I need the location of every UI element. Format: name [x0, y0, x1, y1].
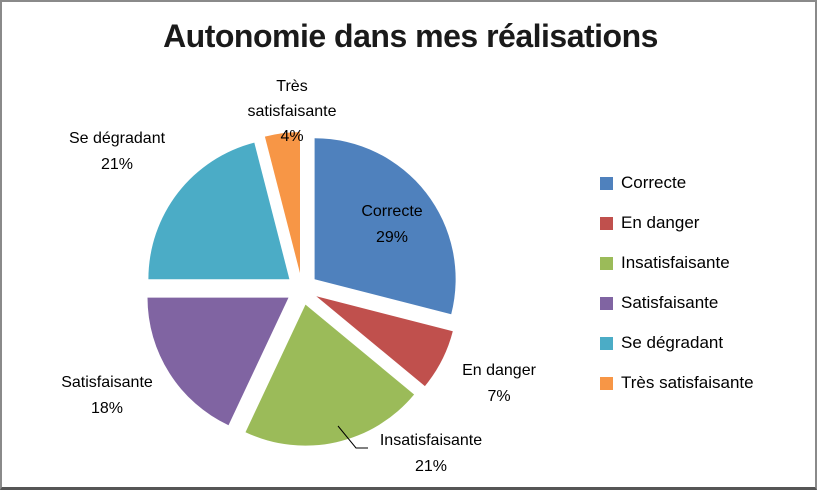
data-label-percent: 7% [487, 388, 511, 405]
leader-line-insatisfaisante [337, 425, 368, 449]
legend-item-en-danger[interactable]: En danger [600, 203, 754, 243]
legend-label: En danger [621, 213, 700, 232]
chart-legend: Correcte En danger Insatisfaisante Satisfai… [600, 163, 754, 403]
data-label-satisfaisante: Satisfaisante 18% [7, 370, 207, 422]
data-label-se-degradant: Se dégradant 21% [17, 126, 217, 178]
legend-item-insatisfaisante[interactable]: Insatisfaisante [600, 243, 754, 283]
legend-swatch-icon [600, 336, 613, 350]
data-label-percent: 18% [90, 400, 124, 417]
data-label-correcte: Correcte 29% [292, 199, 492, 251]
legend-item-correcte[interactable]: Correcte [600, 163, 754, 203]
data-label-percent: 4% [280, 128, 304, 145]
pie-slice-satisfaisante[interactable] [147, 297, 289, 426]
data-label-percent: 21% [100, 156, 134, 173]
chart-title: Autonomie dans mes réalisations [163, 18, 658, 54]
legend-label: Satisfaisante [621, 293, 719, 312]
data-label-category: En danger [462, 362, 536, 379]
data-label-insatisfaisante: Insatisfaisante 21% [331, 428, 531, 480]
data-label-category: Insatisfaisante [379, 432, 483, 449]
data-label-percent: 29% [375, 229, 409, 246]
data-label-en-danger: En danger 7% [399, 358, 599, 410]
legend-label: Se dégradant [621, 333, 724, 352]
data-label-percent: 21% [414, 458, 448, 475]
legend-item-se-degradant[interactable]: Se dégradant [600, 323, 754, 363]
pie-slice-insatisfaisante[interactable] [245, 304, 415, 446]
legend-swatch-icon [600, 216, 613, 230]
legend-item-satisfaisante[interactable]: Satisfaisante [600, 283, 754, 323]
data-label-category: Se dégradant [68, 130, 166, 147]
pie-slice-tres-satisfaisante[interactable] [264, 132, 300, 274]
legend-swatch-icon [600, 256, 613, 270]
pie-slice-se-degradant[interactable] [148, 142, 290, 280]
legend-label: Très satisfaisante [621, 373, 754, 392]
legend-swatch-icon [600, 376, 613, 390]
data-label-category: Très [276, 78, 308, 95]
legend-item-tres-satisfaisante[interactable]: Très satisfaisante [600, 363, 754, 403]
data-label-category: Satisfaisante [61, 374, 153, 391]
pie-slice-en-danger[interactable] [316, 296, 453, 387]
legend-label: Correcte [621, 173, 687, 192]
legend-label: Insatisfaisante [621, 253, 730, 272]
legend-swatch-icon [600, 176, 613, 190]
data-label-tres-satisfaisante: Très satisfaisante 4% [192, 74, 392, 149]
legend-swatch-icon [600, 296, 613, 310]
data-label-category: Correcte [361, 203, 423, 220]
data-label-category: satisfaisante [247, 103, 337, 120]
pie-slice-correcte[interactable] [314, 138, 456, 315]
